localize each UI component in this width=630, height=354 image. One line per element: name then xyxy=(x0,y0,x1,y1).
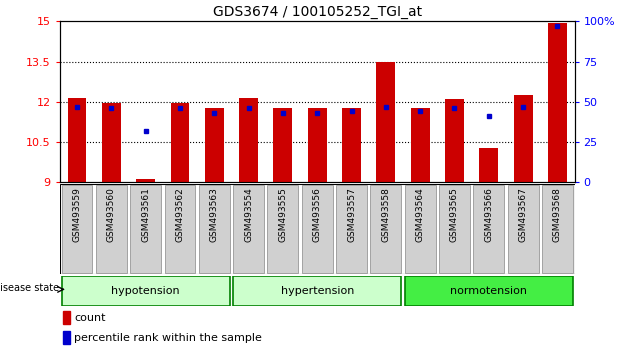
Text: GSM493558: GSM493558 xyxy=(381,187,391,242)
Bar xyxy=(130,185,161,273)
Bar xyxy=(63,312,70,324)
Bar xyxy=(513,95,532,182)
Bar xyxy=(445,99,464,182)
Bar xyxy=(136,179,155,182)
Bar xyxy=(67,98,86,182)
Text: GSM493565: GSM493565 xyxy=(450,187,459,242)
Bar xyxy=(411,108,430,182)
Text: GSM493554: GSM493554 xyxy=(244,187,253,241)
Bar xyxy=(164,185,195,273)
Bar xyxy=(63,331,70,344)
Bar xyxy=(102,103,121,182)
Text: GSM493563: GSM493563 xyxy=(210,187,219,242)
Bar xyxy=(404,185,435,273)
Bar xyxy=(404,276,573,306)
Text: GSM493559: GSM493559 xyxy=(72,187,81,242)
Text: GSM493557: GSM493557 xyxy=(347,187,356,242)
Bar xyxy=(548,23,567,182)
Bar xyxy=(273,108,292,182)
Text: GSM493564: GSM493564 xyxy=(416,187,425,241)
Text: GSM493568: GSM493568 xyxy=(553,187,562,242)
Text: GSM493567: GSM493567 xyxy=(518,187,527,242)
Bar xyxy=(96,185,127,273)
Text: GSM493561: GSM493561 xyxy=(141,187,150,242)
Bar xyxy=(508,185,539,273)
Text: GSM493556: GSM493556 xyxy=(312,187,322,242)
Text: GSM493562: GSM493562 xyxy=(175,187,185,241)
Bar xyxy=(199,185,230,273)
Bar xyxy=(479,148,498,182)
Bar xyxy=(205,108,224,182)
Text: GSM493560: GSM493560 xyxy=(107,187,116,242)
Text: GSM493566: GSM493566 xyxy=(484,187,493,242)
Text: normotension: normotension xyxy=(450,286,527,296)
Bar xyxy=(336,185,367,273)
Bar xyxy=(376,62,395,182)
Text: GSM493555: GSM493555 xyxy=(278,187,287,242)
Title: GDS3674 / 100105252_TGI_at: GDS3674 / 100105252_TGI_at xyxy=(213,5,421,19)
Text: hypotension: hypotension xyxy=(112,286,180,296)
Bar xyxy=(268,185,299,273)
Bar xyxy=(439,185,470,273)
Bar xyxy=(302,185,333,273)
Bar xyxy=(342,108,361,182)
Bar xyxy=(62,185,93,273)
Bar xyxy=(370,185,401,273)
Bar xyxy=(308,108,326,182)
Bar xyxy=(473,185,504,273)
Bar xyxy=(239,98,258,182)
Bar xyxy=(233,276,401,306)
Bar xyxy=(62,276,230,306)
Text: count: count xyxy=(74,313,106,322)
Text: disease state: disease state xyxy=(0,283,59,293)
Bar xyxy=(542,185,573,273)
Text: hypertension: hypertension xyxy=(280,286,354,296)
Text: percentile rank within the sample: percentile rank within the sample xyxy=(74,333,262,343)
Bar xyxy=(233,185,264,273)
Bar xyxy=(171,103,190,182)
